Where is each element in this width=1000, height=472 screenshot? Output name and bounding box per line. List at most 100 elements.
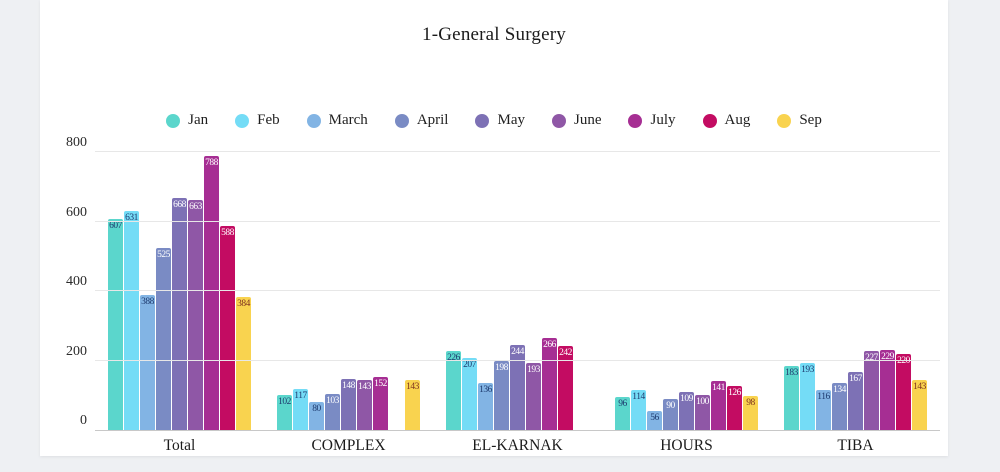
bar-may-total[interactable]: 668 — [172, 197, 187, 430]
plot-area: 607 631 388 525 668 663 788 588 384 102 117 80 103 14… — [66, 135, 940, 431]
bar-slot-sep-hours: 98 — [743, 152, 758, 430]
bar-slot-june-tiba: 227 — [864, 152, 879, 430]
bar-aug-hours[interactable]: 126 — [727, 386, 742, 430]
bar-april-complex[interactable]: 103 — [325, 394, 340, 430]
bar-march-total[interactable]: 388 — [140, 295, 155, 430]
bar-slot-april-hours: 90 — [663, 152, 678, 430]
bar-value: 244 — [511, 347, 524, 358]
legend-label: Sep — [799, 112, 822, 128]
legend-item-march[interactable]: March — [306, 112, 368, 129]
bar-march-el-karnak[interactable]: 136 — [478, 382, 493, 430]
bar-june-el-karnak[interactable]: 193 — [526, 362, 541, 430]
bar-slot-april-complex: 103 — [325, 152, 340, 430]
legend-label: Aug — [724, 112, 751, 128]
bar-july-el-karnak[interactable]: 266 — [542, 337, 557, 430]
bar-slot-april-el-karnak: 198 — [494, 152, 509, 430]
bar-jan-hours[interactable]: 96 — [615, 396, 630, 430]
bar-group-el-karnak: 226 207 136 198 244 193 266 242 — [433, 152, 602, 430]
category-label-tiba: TIBA — [837, 437, 874, 454]
bar-value: 152 — [374, 379, 387, 390]
bar-value: 102 — [278, 396, 291, 407]
legend-item-april[interactable]: April — [394, 112, 448, 129]
bar-aug-total[interactable]: 588 — [220, 225, 235, 430]
bar-slot-march-total: 388 — [140, 152, 155, 430]
legend-item-sep[interactable]: Sep — [777, 112, 822, 129]
bar-june-total[interactable]: 663 — [188, 199, 203, 430]
bar-slot-may-hours: 109 — [679, 152, 694, 430]
bar-april-hours[interactable]: 90 — [663, 398, 678, 430]
legend-swatch-aug — [702, 113, 717, 128]
bar-slot-aug-hours: 126 — [727, 152, 742, 430]
bar-group-hours: 96 114 56 90 109 100 141 126 98 — [602, 152, 771, 430]
legend-item-jan[interactable]: Jan — [166, 112, 208, 129]
bar-june-tiba[interactable]: 227 — [864, 351, 879, 430]
bar-slot-june-el-karnak: 193 — [526, 152, 541, 430]
bar-may-complex[interactable]: 148 — [341, 378, 356, 430]
bar-jan-el-karnak[interactable]: 226 — [446, 351, 461, 430]
bar-slot-feb-tiba: 193 — [800, 152, 815, 430]
bar-sep-complex[interactable]: 143 — [405, 380, 420, 430]
bar-feb-tiba[interactable]: 193 — [800, 362, 815, 430]
bar-value: 788 — [205, 158, 218, 169]
bar-value: 242 — [559, 347, 572, 358]
bar-slot-feb-total: 631 — [124, 152, 139, 430]
bar-value: 100 — [696, 397, 709, 408]
bar-value: 141 — [712, 383, 725, 394]
bar-april-el-karnak[interactable]: 198 — [494, 361, 509, 430]
bar-may-tiba[interactable]: 167 — [848, 371, 863, 430]
bar-jan-complex[interactable]: 102 — [277, 394, 292, 430]
bar-jan-total[interactable]: 607 — [108, 219, 123, 430]
legend-label: July — [650, 112, 676, 128]
bar-slot-jan-tiba: 183 — [784, 152, 799, 430]
bar-feb-hours[interactable]: 114 — [631, 390, 646, 430]
bar-value: 388 — [141, 297, 154, 308]
bar-value: 134 — [833, 385, 846, 396]
chart-card: 1-General Surgery Jan Feb March April May Jun… — [40, 0, 948, 456]
bar-aug-el-karnak[interactable]: 242 — [558, 345, 573, 430]
bar-april-total[interactable]: 525 — [156, 247, 171, 430]
bar-may-hours[interactable]: 109 — [679, 392, 694, 430]
bar-feb-el-karnak[interactable]: 207 — [462, 358, 477, 430]
bar-value: 525 — [157, 249, 170, 260]
bar-value: 143 — [913, 382, 926, 393]
bar-group-tiba: 183 193 116 134 167 227 229 220 143 — [771, 152, 940, 430]
bar-june-hours[interactable]: 100 — [695, 395, 710, 430]
bar-may-el-karnak[interactable]: 244 — [510, 345, 525, 430]
bar-march-complex[interactable]: 80 — [309, 402, 324, 430]
bar-aug-tiba[interactable]: 220 — [896, 353, 911, 430]
gridline-600 — [95, 220, 940, 222]
chart-title: 1-General Surgery — [422, 24, 566, 45]
bar-slot-march-complex: 80 — [309, 152, 324, 430]
bar-slot-march-el-karnak: 136 — [478, 152, 493, 430]
bar-sep-hours[interactable]: 98 — [743, 395, 758, 430]
bar-slot-march-tiba: 116 — [816, 152, 831, 430]
legend-item-july[interactable]: July — [628, 112, 676, 129]
bar-april-tiba[interactable]: 134 — [832, 383, 847, 430]
bar-sep-total[interactable]: 384 — [236, 296, 251, 430]
category-axis: Total COMPLEX EL-KARNAK HOURS TIBA — [95, 437, 940, 455]
bar-value: 607 — [109, 221, 122, 232]
bar-feb-total[interactable]: 631 — [124, 210, 139, 430]
bar-value: 98 — [746, 397, 755, 408]
bar-value: 226 — [447, 353, 460, 364]
legend-item-feb[interactable]: Feb — [235, 112, 280, 129]
bar-march-hours[interactable]: 56 — [647, 410, 662, 430]
bar-sep-tiba[interactable]: 143 — [912, 380, 927, 430]
bar-july-hours[interactable]: 141 — [711, 381, 726, 430]
bar-jan-tiba[interactable]: 183 — [784, 366, 799, 430]
bar-march-tiba[interactable]: 116 — [816, 389, 831, 430]
bar-july-tiba[interactable]: 229 — [880, 350, 895, 430]
bar-june-complex[interactable]: 143 — [357, 380, 372, 430]
category-label-el-karnak: EL-KARNAK — [472, 437, 563, 454]
y-tick-800: 800 — [66, 135, 87, 150]
legend-swatch-june — [551, 113, 566, 128]
bar-july-complex[interactable]: 152 — [373, 377, 388, 430]
bar-july-total[interactable]: 788 — [204, 156, 219, 430]
legend-item-may[interactable]: May — [475, 112, 525, 129]
bar-slot-sep-el-karnak — [574, 152, 589, 430]
bar-slot-sep-tiba: 143 — [912, 152, 927, 430]
legend-item-june[interactable]: June — [551, 112, 601, 129]
legend-item-aug[interactable]: Aug — [702, 112, 751, 129]
bar-feb-complex[interactable]: 117 — [293, 389, 308, 430]
bar-value: 116 — [817, 391, 830, 402]
